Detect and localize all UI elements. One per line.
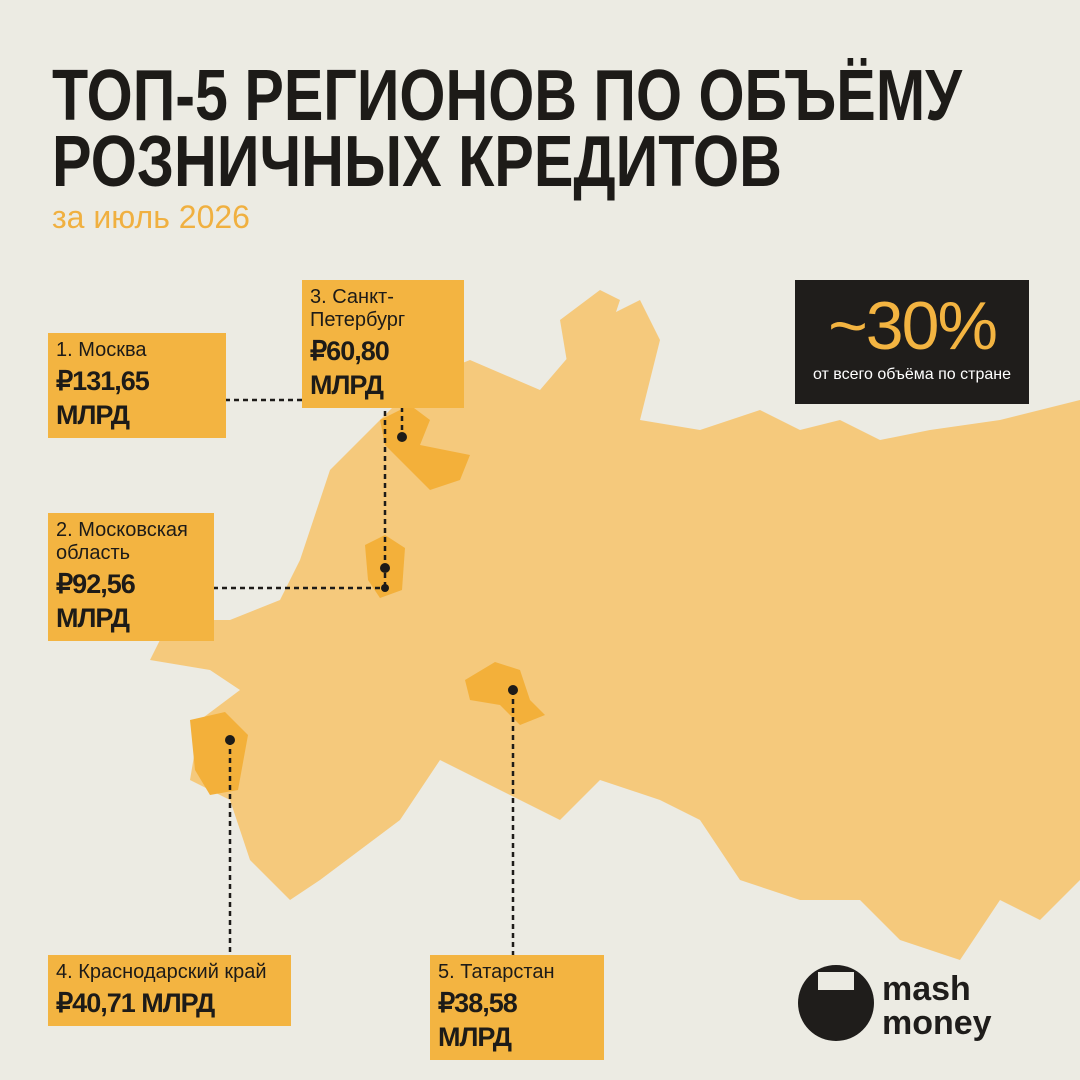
region-label: 3. Санкт-Петербург ₽60,80 МЛРД <box>302 280 464 408</box>
markers <box>225 432 518 745</box>
region-name: 2. Московская область <box>56 519 188 564</box>
region-value: ₽38,58 МЛРД <box>438 988 518 1052</box>
region-value: ₽92,56 МЛРД <box>56 569 136 633</box>
callout: ~30% от всего объёма по стране <box>795 280 1029 404</box>
region-name: 1. Москва <box>56 339 147 361</box>
region-krasnodar <box>190 712 248 795</box>
region-value: ₽40,71 МЛРД <box>56 988 215 1018</box>
title-line: РОЗНИЧНЫХ КРЕДИТОВ <box>52 122 782 202</box>
region-name: 5. Татарстан <box>438 961 555 983</box>
region-tatarstan <box>465 662 545 725</box>
logo-hat <box>818 972 854 990</box>
region-value: ₽60,80 МЛРД <box>310 336 390 400</box>
region-value: ₽131,65 МЛРД <box>56 366 150 430</box>
marker <box>381 584 389 592</box>
marker <box>225 735 235 745</box>
callout-caption: от всего объёма по стране <box>812 366 1011 383</box>
region-name: 4. Краснодарский край <box>56 961 267 983</box>
region-label: 5. Татарстан ₽38,58 МЛРД <box>430 955 604 1060</box>
region-label: 4. Краснодарский край ₽40,71 МЛРД <box>48 955 291 1026</box>
map-landmass <box>150 300 1080 960</box>
marker <box>380 563 390 573</box>
map-island <box>560 290 620 380</box>
marker <box>508 685 518 695</box>
marker <box>397 432 407 442</box>
subtitle: за июль 2026 <box>52 199 250 235</box>
callout-value: ~30% <box>828 288 998 364</box>
logo-text: mash <box>882 970 971 1008</box>
logo-text: money <box>882 1004 992 1042</box>
region-label: 1. Москва ₽131,65 МЛРД <box>48 333 226 438</box>
region-name: 3. Санкт-Петербург <box>310 286 406 331</box>
logo-icon <box>798 965 874 1041</box>
title-line: ТОП-5 РЕГИОНОВ ПО ОБЪЁМУ <box>52 56 963 136</box>
region-label: 2. Московская область ₽92,56 МЛРД <box>48 513 214 641</box>
